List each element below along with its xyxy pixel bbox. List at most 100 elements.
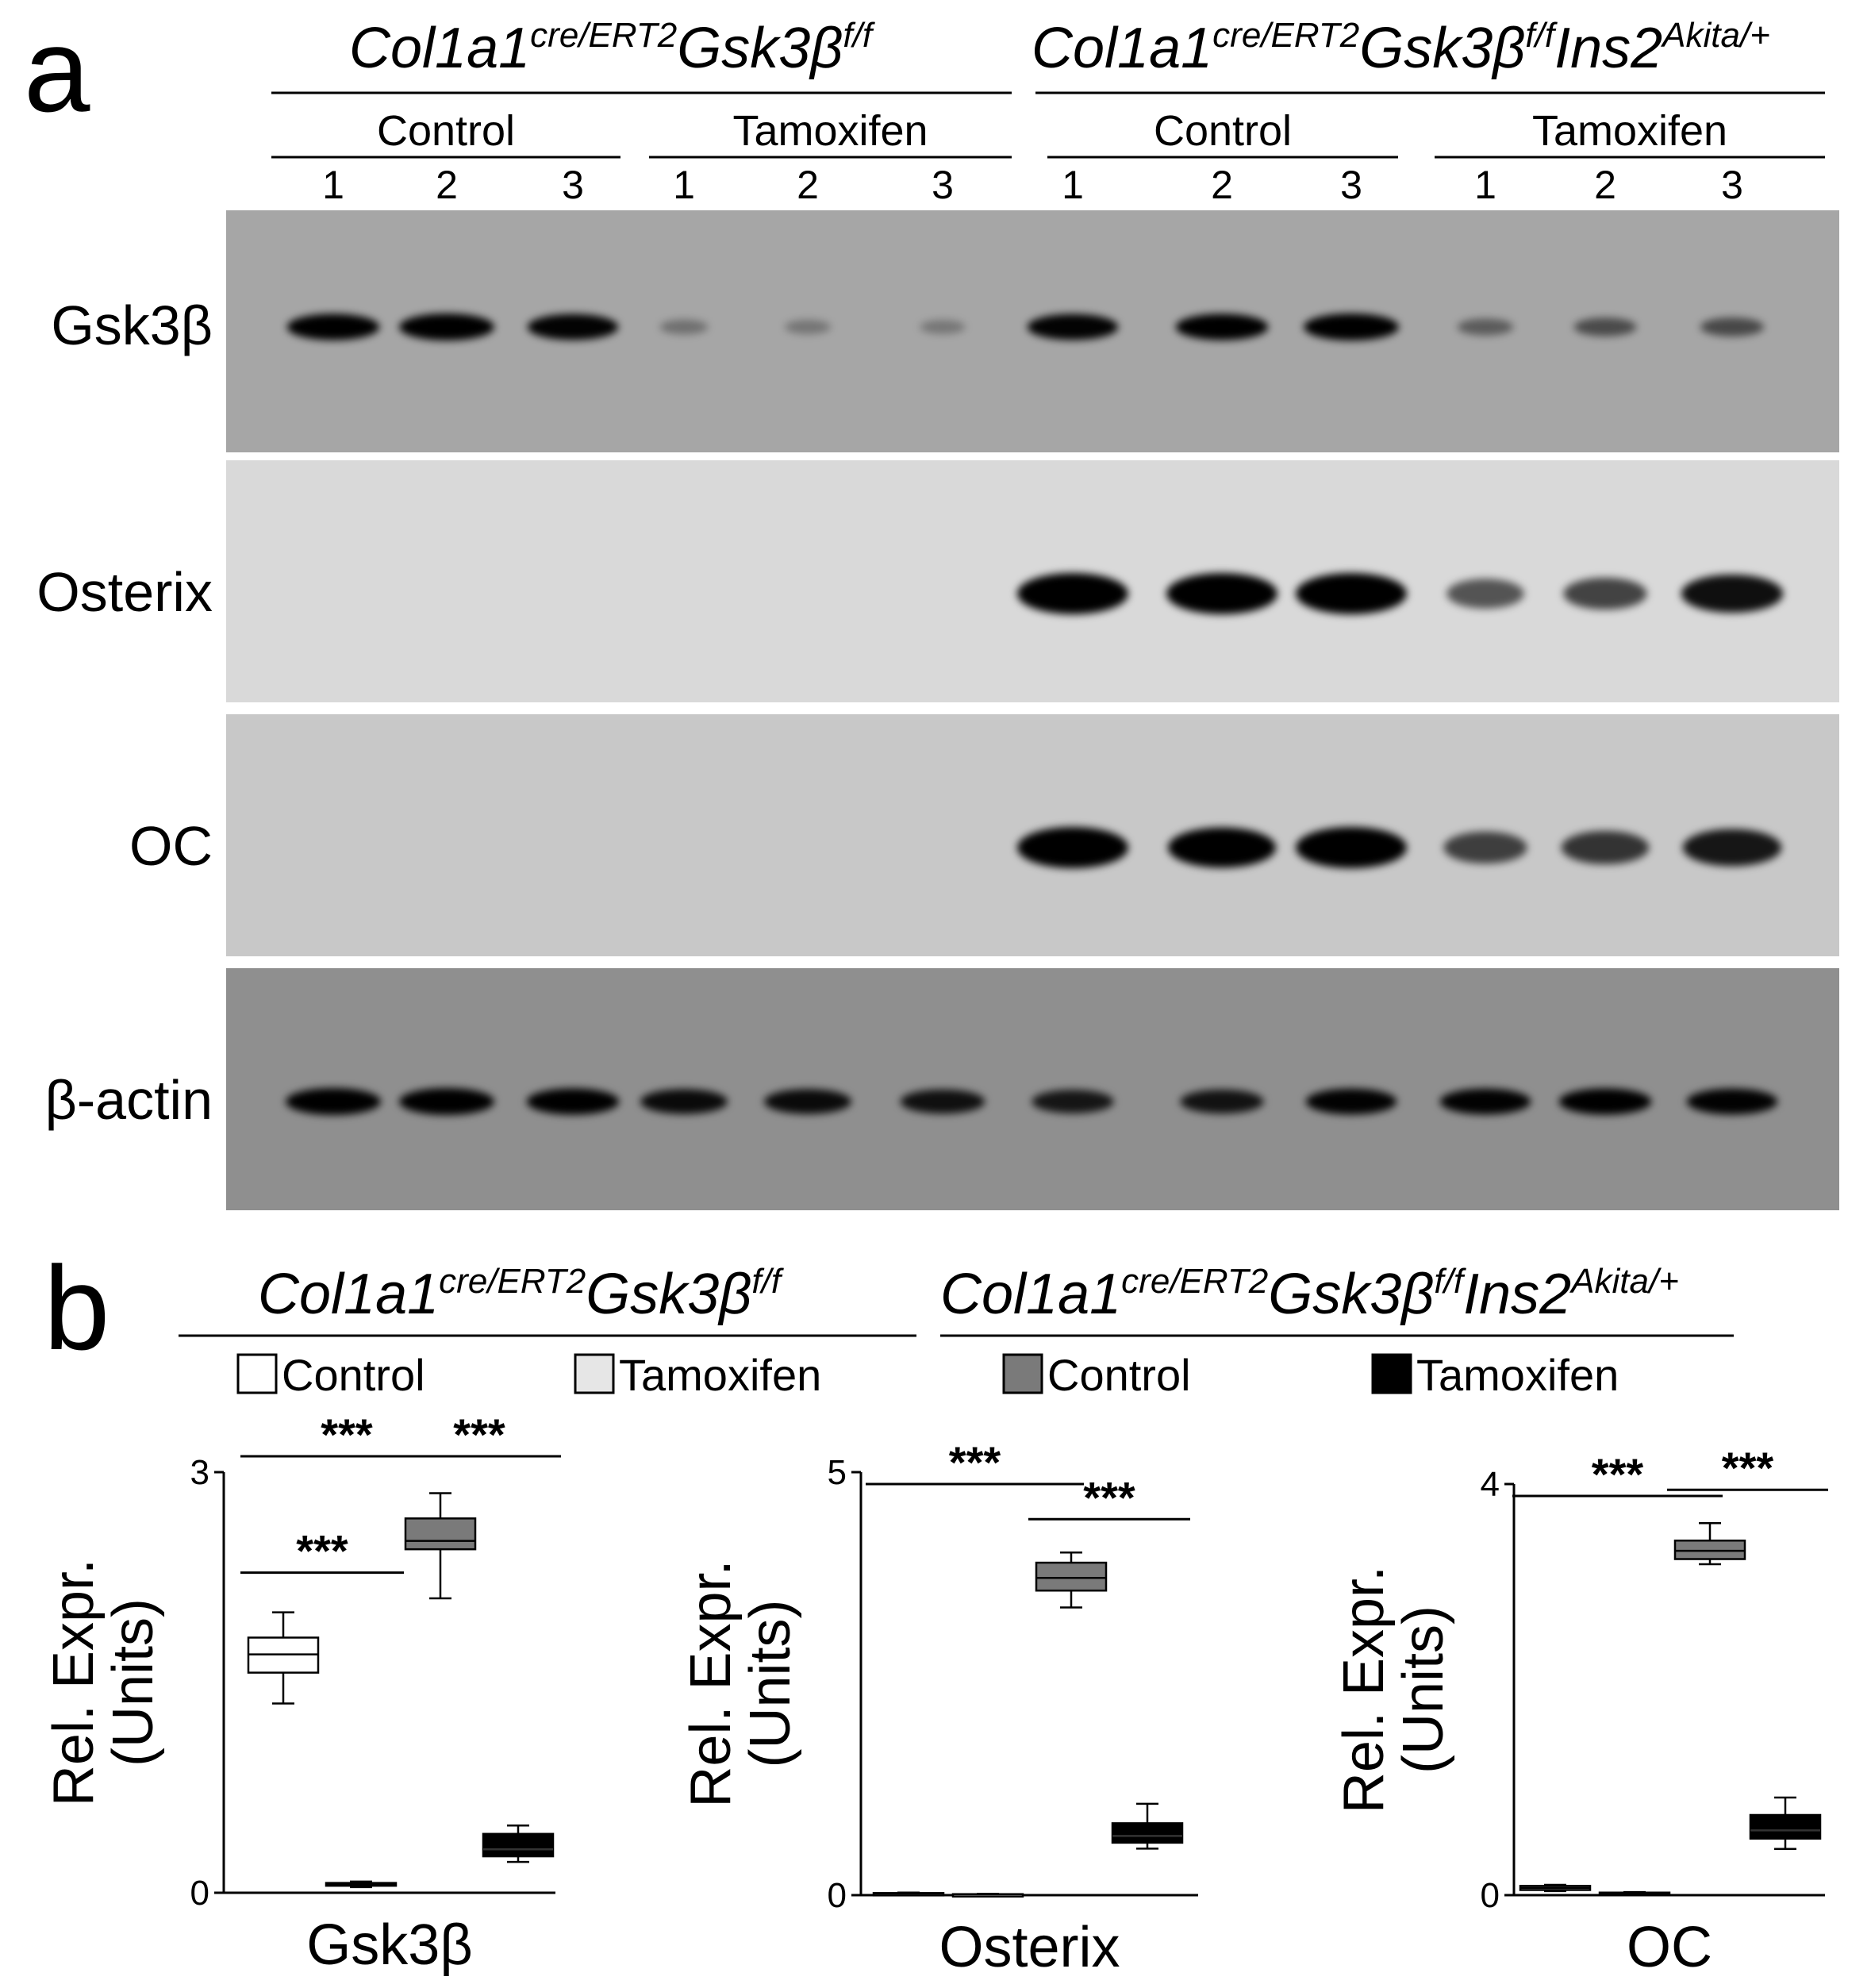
box-iqr xyxy=(1035,1561,1108,1592)
box-1 xyxy=(872,1891,945,1897)
panel-b-genotype-2: Col1a1cre/ERT2Gsk3βf/fIns2Akita/+ xyxy=(940,1262,1679,1326)
band xyxy=(1180,1089,1264,1114)
box-iqr xyxy=(1749,1813,1822,1840)
band xyxy=(286,1088,381,1115)
x-axis-label: Gsk3β xyxy=(306,1913,472,1977)
chart-Osterix: 5 0 Rel. Expr.(Units) Osterix *** *** xyxy=(679,1437,1198,1979)
chart-Gsk3β: 3 0 Rel. Expr.(Units) Gsk3β *** *** *** xyxy=(42,1409,561,1977)
band xyxy=(1167,827,1277,868)
box-2 xyxy=(325,1880,398,1889)
band xyxy=(1682,829,1782,867)
band xyxy=(1558,1088,1652,1115)
y-axis-label: Rel. Expr.(Units) xyxy=(1332,1566,1455,1813)
legend-swatch-3 xyxy=(1002,1353,1043,1394)
band xyxy=(1017,573,1128,614)
significance-label: *** xyxy=(949,1437,1001,1487)
band xyxy=(640,1089,728,1114)
significance-3: *** xyxy=(398,1409,561,1459)
blot-membrane xyxy=(226,968,1839,1210)
band xyxy=(900,1089,985,1114)
legend-label-1: Control xyxy=(282,1350,425,1400)
box-3 xyxy=(404,1492,477,1600)
protein-label: β-actin xyxy=(45,1069,213,1131)
lane-number-2: 2 xyxy=(436,163,458,207)
panel-b-genotype-1: Col1a1cre/ERT2Gsk3βf/f xyxy=(258,1262,785,1326)
lane-number-6: 3 xyxy=(932,163,954,207)
band xyxy=(1561,830,1650,865)
significance-2: *** xyxy=(1667,1443,1828,1493)
protein-label: Gsk3β xyxy=(51,294,213,356)
band xyxy=(1443,831,1527,864)
lane-number-7: 1 xyxy=(1062,163,1084,207)
y-axis-label-line2: (Units) xyxy=(739,1600,802,1768)
y-tick-label-max: 5 xyxy=(828,1453,847,1492)
band xyxy=(1296,573,1407,614)
significance-1: *** xyxy=(866,1437,1084,1487)
lane-number-4: 1 xyxy=(673,163,695,207)
band xyxy=(399,1088,494,1115)
box-iqr xyxy=(1111,1822,1184,1844)
box-2 xyxy=(1598,1890,1671,1897)
y-axis-label: Rel. Expr.(Units) xyxy=(679,1559,802,1807)
band xyxy=(1032,1090,1114,1113)
box-iqr xyxy=(1673,1539,1746,1560)
legend-swatch-4 xyxy=(1371,1353,1412,1394)
y-tick-label-zero: 0 xyxy=(190,1874,209,1913)
band xyxy=(1681,574,1784,613)
y-axis-label-line2: (Units) xyxy=(102,1598,165,1767)
panel-a-group-headers: Control Tamoxifen Control Tamoxifen xyxy=(271,107,1825,159)
x-axis-label: OC xyxy=(1627,1916,1712,1979)
lane-number-11: 2 xyxy=(1594,163,1616,207)
band xyxy=(1027,313,1119,340)
y-axis-label: Rel. Expr.(Units) xyxy=(42,1559,165,1806)
lane-number-9: 3 xyxy=(1340,163,1362,207)
legend-swatch-1 xyxy=(236,1353,278,1394)
protein-label: Osterix xyxy=(36,561,213,623)
group-header-2: Tamoxifen xyxy=(732,107,928,155)
panel-a-lane-numbers: 1 2 3 1 2 3 1 2 3 1 2 3 xyxy=(322,163,1743,207)
lane-number-5: 2 xyxy=(797,163,819,207)
significance-1: *** xyxy=(240,1526,404,1576)
band xyxy=(1563,577,1647,610)
significance-label: *** xyxy=(453,1409,505,1459)
panel-a-genotype-1: Col1a1cre/ERT2Gsk3βf/f xyxy=(349,16,876,80)
panel-a-blots: Gsk3β Osterix OC β-actin xyxy=(36,210,1839,1210)
panel-b-legend: Control Tamoxifen Control Tamoxifen xyxy=(236,1350,1619,1400)
lane-number-10: 1 xyxy=(1474,163,1496,207)
y-tick-label-max: 3 xyxy=(190,1453,209,1492)
y-axis-label-line1: Rel. Expr. xyxy=(1332,1566,1396,1813)
box-4 xyxy=(1111,1802,1184,1850)
lane-number-1: 1 xyxy=(322,163,344,207)
legend-label-4: Tamoxifen xyxy=(1416,1350,1619,1400)
significance-2: *** xyxy=(240,1409,453,1459)
y-axis-label-line1: Rel. Expr. xyxy=(679,1559,743,1807)
group-header-3: Control xyxy=(1154,107,1292,155)
group-header-4: Tamoxifen xyxy=(1532,107,1727,155)
band xyxy=(1296,827,1407,868)
y-tick-label-max: 4 xyxy=(1481,1465,1500,1504)
band xyxy=(1304,313,1399,340)
chart-OC: 4 0 Rel. Expr.(Units) OC *** *** xyxy=(1332,1443,1828,1979)
significance-label: *** xyxy=(1722,1443,1774,1493)
band xyxy=(1175,313,1269,340)
band xyxy=(1446,579,1524,609)
band xyxy=(763,1089,852,1114)
y-axis-label-line1: Rel. Expr. xyxy=(42,1559,106,1806)
group-header-1: Control xyxy=(377,107,515,155)
y-tick-label-zero: 0 xyxy=(828,1876,847,1915)
box-4 xyxy=(482,1824,555,1863)
protein-label: OC xyxy=(129,815,213,877)
lane-number-3: 3 xyxy=(562,163,584,207)
blot-Gsk3β: Gsk3β xyxy=(51,210,1839,452)
y-tick-label-zero: 0 xyxy=(1481,1876,1500,1915)
band xyxy=(920,320,966,334)
significance-label: *** xyxy=(1083,1472,1135,1522)
legend-swatch-2 xyxy=(574,1353,615,1394)
panel-a-genotype-2: Col1a1cre/ERT2Gsk3βf/fIns2Akita/+ xyxy=(1032,16,1770,80)
significance-label: *** xyxy=(321,1409,373,1459)
box-iqr xyxy=(482,1832,555,1858)
box-4 xyxy=(1749,1796,1822,1850)
band xyxy=(1573,317,1637,336)
